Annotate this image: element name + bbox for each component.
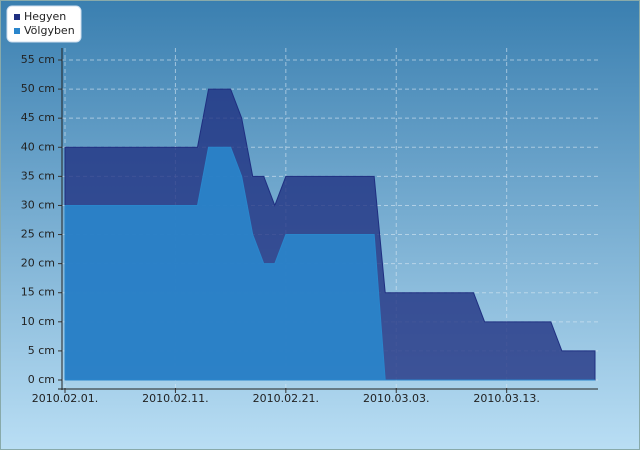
y-tick-label: 10 cm <box>21 315 55 328</box>
y-tick-label: 20 cm <box>21 257 55 270</box>
y-tick-label: 50 cm <box>21 82 55 95</box>
y-tick-label: 55 cm <box>21 53 55 66</box>
x-tick-label: 2010.02.21. <box>253 392 319 405</box>
legend-swatch <box>14 14 20 20</box>
y-tick-label: 40 cm <box>21 140 55 153</box>
legend-label: Völgyben <box>24 24 75 37</box>
area <box>64 146 595 381</box>
y-tick-label: 15 cm <box>21 286 55 299</box>
x-tick-label: 2010.02.11. <box>142 392 208 405</box>
y-tick-label: 5 cm <box>28 344 55 357</box>
y-tick-label: 25 cm <box>21 228 55 241</box>
y-tick-label: 30 cm <box>21 198 55 211</box>
y-tick-label: 0 cm <box>28 373 55 386</box>
legend-box <box>6 5 82 43</box>
legend-swatch <box>14 28 20 34</box>
x-tick-label: 2010.03.13. <box>473 392 539 405</box>
y-tick-label: 45 cm <box>21 111 55 124</box>
y-tick-label: 35 cm <box>21 169 55 182</box>
x-tick-label: 2010.02.01. <box>32 392 98 405</box>
x-tick-label: 2010.03.03. <box>363 392 429 405</box>
legend-label: Hegyen <box>24 10 66 23</box>
